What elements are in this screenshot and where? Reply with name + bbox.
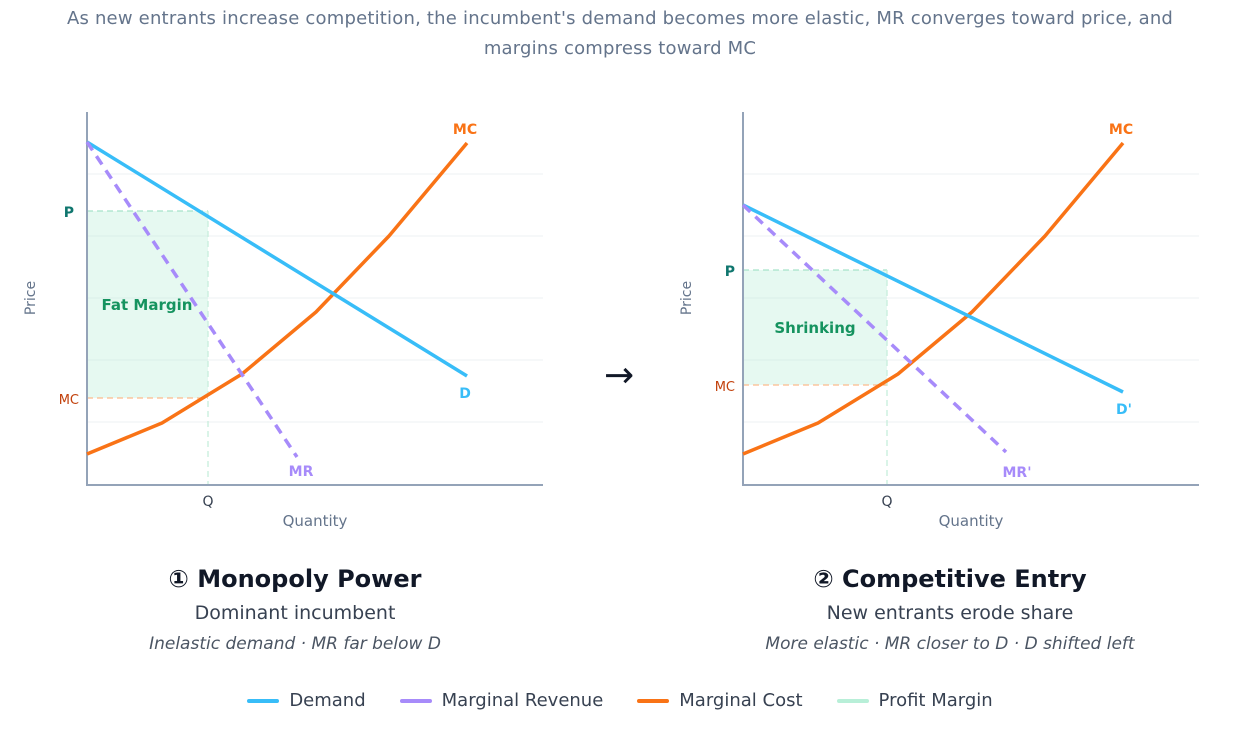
y-axis-title: Price: [679, 281, 695, 315]
marginal-revenue-curve: [85, 141, 299, 458]
x-axis-title: Quantity: [939, 512, 1004, 530]
mc-curve-label: MC: [1109, 122, 1133, 138]
panel-subheading: Dominant incumbent: [194, 602, 396, 624]
legend-swatch: [836, 698, 869, 703]
legend: Demand Marginal Revenue Marginal Cost Pr…: [0, 690, 1240, 711]
demand-curve-label: D: [459, 386, 471, 402]
margin-area-label: Fat Margin: [102, 296, 193, 314]
quantity-tick-label: Q: [881, 494, 892, 510]
demand-curve: [86, 140, 468, 378]
panel-monopoly-caption: ① Monopoly Power Dominant incumbent Inel…: [65, 564, 525, 658]
panel-note: More elastic · MR closer to D · D shifte…: [765, 634, 1135, 654]
mr-curve-label: MR: [289, 464, 314, 480]
panel-note: Inelastic demand · MR far below D: [149, 634, 441, 654]
panel-heading: ① Monopoly Power: [168, 565, 422, 593]
x-axis-title: Quantity: [283, 512, 348, 530]
legend-item-demand: Demand: [247, 690, 366, 711]
quantity-tick-label: Q: [202, 494, 213, 510]
profit-margin-area: [87, 211, 208, 398]
price-level-label: P: [64, 205, 74, 221]
legend-swatch: [247, 698, 280, 703]
chart-subtitle: As new entrants increase competition, th…: [0, 4, 1240, 64]
legend-swatch: [637, 698, 670, 703]
demand-curve-label: D': [1116, 402, 1132, 418]
margin-area-label: Shrinking: [774, 319, 855, 337]
legend-item-marginal-cost: Marginal Cost: [637, 690, 803, 711]
panel-competitive-caption: ② Competitive Entry New entrants erode s…: [720, 564, 1180, 658]
legend-label: Marginal Revenue: [441, 690, 604, 711]
demand-curve: [742, 203, 1124, 394]
mr-curve-label: MR': [1003, 465, 1032, 481]
panel-monopoly: P MC Q Fat Margin D MR MC Quantity Price: [23, 112, 543, 530]
legend-item-marginal-revenue: Marginal Revenue: [399, 690, 604, 711]
mc-level-label: MC: [59, 393, 79, 408]
panel-subheading: New entrants erode share: [826, 602, 1074, 624]
y-axis-title: Price: [23, 281, 39, 315]
legend-label: Marginal Cost: [679, 690, 803, 711]
marginal-cost-curve: [86, 141, 469, 456]
legend-item-profit-margin: Profit Margin: [836, 690, 993, 711]
price-level-label: P: [725, 264, 735, 280]
legend-swatch: [399, 698, 432, 703]
subtitle-line-2: margins compress toward MC: [483, 38, 757, 59]
panel-heading: ② Competitive Entry: [813, 565, 1087, 593]
mc-curve-label: MC: [453, 122, 477, 138]
mc-level-label: MC: [715, 380, 735, 395]
legend-label: Profit Margin: [878, 690, 993, 711]
profit-margin-area: [743, 270, 887, 385]
subtitle-line-1: As new entrants increase competition, th…: [66, 8, 1174, 29]
marginal-revenue-curve: [741, 203, 1008, 454]
marginal-cost-curve: [742, 141, 1125, 456]
legend-label: Demand: [289, 690, 366, 711]
panel-competitive: P MC Q Shrinking D' MR' MC Quantity Pric…: [679, 112, 1199, 530]
transition-arrow-icon: →: [604, 355, 635, 396]
